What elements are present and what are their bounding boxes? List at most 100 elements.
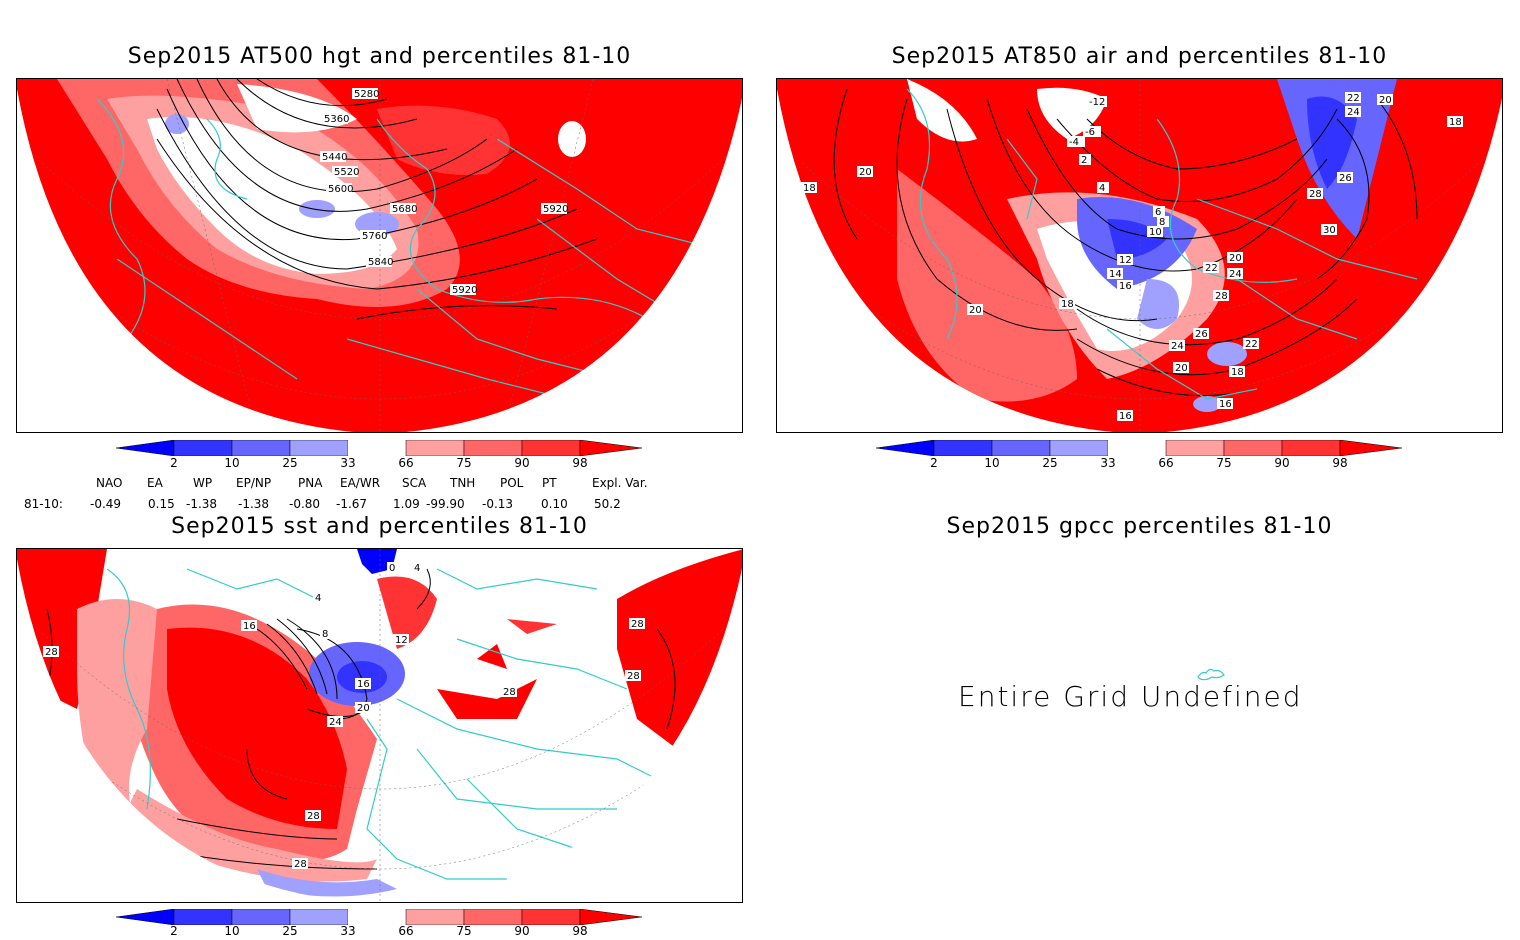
colorbar-label: 66 xyxy=(398,456,414,470)
contour-label: 18 xyxy=(1231,367,1244,378)
contour-label: 2 xyxy=(1081,155,1087,166)
colorbar-label: 25 xyxy=(282,456,298,470)
contour-label: 10 xyxy=(1149,227,1162,238)
contour-label: 16 xyxy=(243,621,256,632)
contour-label: 14 xyxy=(1109,269,1122,280)
colorbar-label: 33 xyxy=(1100,456,1116,470)
contour-label: 16 xyxy=(1119,411,1132,422)
contour-label: 8 xyxy=(1159,217,1165,228)
contour-label: 24 xyxy=(329,717,342,728)
colorbar-air: 2 10 25 33 66 75 90 98 xyxy=(875,439,1406,472)
panel-title-hgt: Sep2015 AT500 hgt and percentiles 81-10 xyxy=(127,44,632,69)
contour-label: 24 xyxy=(1347,107,1360,118)
contour-label: 5600 xyxy=(328,184,353,195)
contour-label: 28 xyxy=(45,647,58,658)
colorbar-label: 33 xyxy=(340,924,356,938)
panel-title-sst: Sep2015 sst and percentiles 81-10 xyxy=(171,514,588,539)
contour-label: 22 xyxy=(1205,263,1218,274)
contour-label: 5760 xyxy=(362,231,387,242)
contour-label: 28 xyxy=(294,859,307,870)
contour-label: 5520 xyxy=(334,167,359,178)
colorbar-label: 2 xyxy=(170,924,178,938)
contour-label: 5280 xyxy=(354,89,379,100)
contour-label: 26 xyxy=(1339,173,1352,184)
colorbar-label: 75 xyxy=(1216,456,1232,470)
map-hgt-percentiles: 5280 5360 5440 5520 5600 5680 5760 5840 … xyxy=(16,78,743,433)
contour-label: 28 xyxy=(1215,291,1228,302)
contour-label: 28 xyxy=(631,619,644,630)
contour-label: 18 xyxy=(803,183,816,194)
panel-title-air: Sep2015 AT850 air and percentiles 81-10 xyxy=(891,44,1388,69)
index-value: -0.80 xyxy=(289,497,321,511)
contour-label: 4 xyxy=(1099,183,1105,194)
undefined-grid-message: Entire Grid Undefined xyxy=(958,680,1303,713)
index-header: SCA xyxy=(402,476,427,490)
contour-label: 6 xyxy=(1155,207,1161,218)
colorbar-label: 75 xyxy=(456,456,472,470)
contour-label: 16 xyxy=(1119,281,1132,292)
index-header: WP xyxy=(193,476,213,490)
colorbar-label: 90 xyxy=(1274,456,1290,470)
index-header: PT xyxy=(542,476,557,490)
colorbar-label: 2 xyxy=(170,456,178,470)
colorbar-label: 66 xyxy=(398,924,414,938)
index-header: Expl. Var. xyxy=(592,476,648,490)
contour-label: -12 xyxy=(1089,97,1105,108)
contour-label: 24 xyxy=(1171,341,1184,352)
colorbar-label: 10 xyxy=(224,456,240,470)
contour-label: 28 xyxy=(627,671,640,682)
colorbar-sst: 2 10 25 33 66 75 90 98 xyxy=(115,908,646,940)
contour-label: 0 xyxy=(389,563,395,574)
index-row-label: 81-10: xyxy=(24,497,63,511)
contour-label: 5360 xyxy=(324,114,349,125)
map-sst-percentiles: 0 4 4 8 12 16 16 20 24 28 28 28 28 28 28 xyxy=(16,548,743,903)
contour-label: 30 xyxy=(1323,225,1336,236)
index-header: NAO xyxy=(96,476,123,490)
index-header: EA/WR xyxy=(340,476,381,490)
contour-label: -6 xyxy=(1085,127,1095,138)
contour-label: 12 xyxy=(1119,255,1132,266)
contour-label: 20 xyxy=(357,703,370,714)
index-value: -0.13 xyxy=(482,497,514,511)
contour-label: 5680 xyxy=(392,204,417,215)
map-air-percentiles: 18 20 -12 -6 -4 22 24 18 20 2 4 6 8 10 2… xyxy=(776,78,1503,433)
index-value: -99.90 xyxy=(426,497,465,511)
contour-label: 22 xyxy=(1347,93,1360,104)
colorbar-label: 10 xyxy=(224,924,240,938)
index-value: -1.38 xyxy=(238,497,270,511)
contour-label: 26 xyxy=(1195,329,1208,340)
contour-label: 5840 xyxy=(368,257,393,268)
contour-label: -4 xyxy=(1069,137,1079,148)
colorbar-hgt: 2 10 25 33 66 75 90 98 xyxy=(115,439,646,472)
contour-label: 16 xyxy=(1219,399,1232,410)
index-header: TNH xyxy=(450,476,476,490)
contour-label: 18 xyxy=(1061,299,1074,310)
contour-label: 8 xyxy=(322,629,328,640)
contour-label: 28 xyxy=(1309,189,1322,200)
colorbar-label: 2 xyxy=(930,456,938,470)
contour-label: 4 xyxy=(414,563,420,574)
contour-label: 5440 xyxy=(322,152,347,163)
contour-label: 22 xyxy=(1245,339,1258,350)
contour-label: 5920 xyxy=(543,204,568,215)
contour-label: 20 xyxy=(969,305,982,316)
index-value: -1.67 xyxy=(336,497,368,511)
contour-label: 18 xyxy=(1449,117,1462,128)
contour-label: 5920 xyxy=(452,285,477,296)
colorbar-label: 33 xyxy=(340,456,356,470)
contour-label: 28 xyxy=(503,687,516,698)
index-value: -0.49 xyxy=(90,497,122,511)
colorbar-label: 90 xyxy=(514,924,530,938)
index-header: EA xyxy=(147,476,163,490)
index-header: EP/NP xyxy=(236,476,272,490)
index-value: 0.10 xyxy=(541,497,568,511)
colorbar-label: 10 xyxy=(984,456,1000,470)
contour-label: 24 xyxy=(1229,269,1242,280)
map-fragment xyxy=(1197,668,1225,681)
colorbar-label: 75 xyxy=(456,924,472,938)
contour-label: 12 xyxy=(395,635,408,646)
index-value: 1.09 xyxy=(393,497,420,511)
index-value: 50.2 xyxy=(594,497,621,511)
colorbar-label: 98 xyxy=(572,456,588,470)
colorbar-label: 98 xyxy=(572,924,588,938)
